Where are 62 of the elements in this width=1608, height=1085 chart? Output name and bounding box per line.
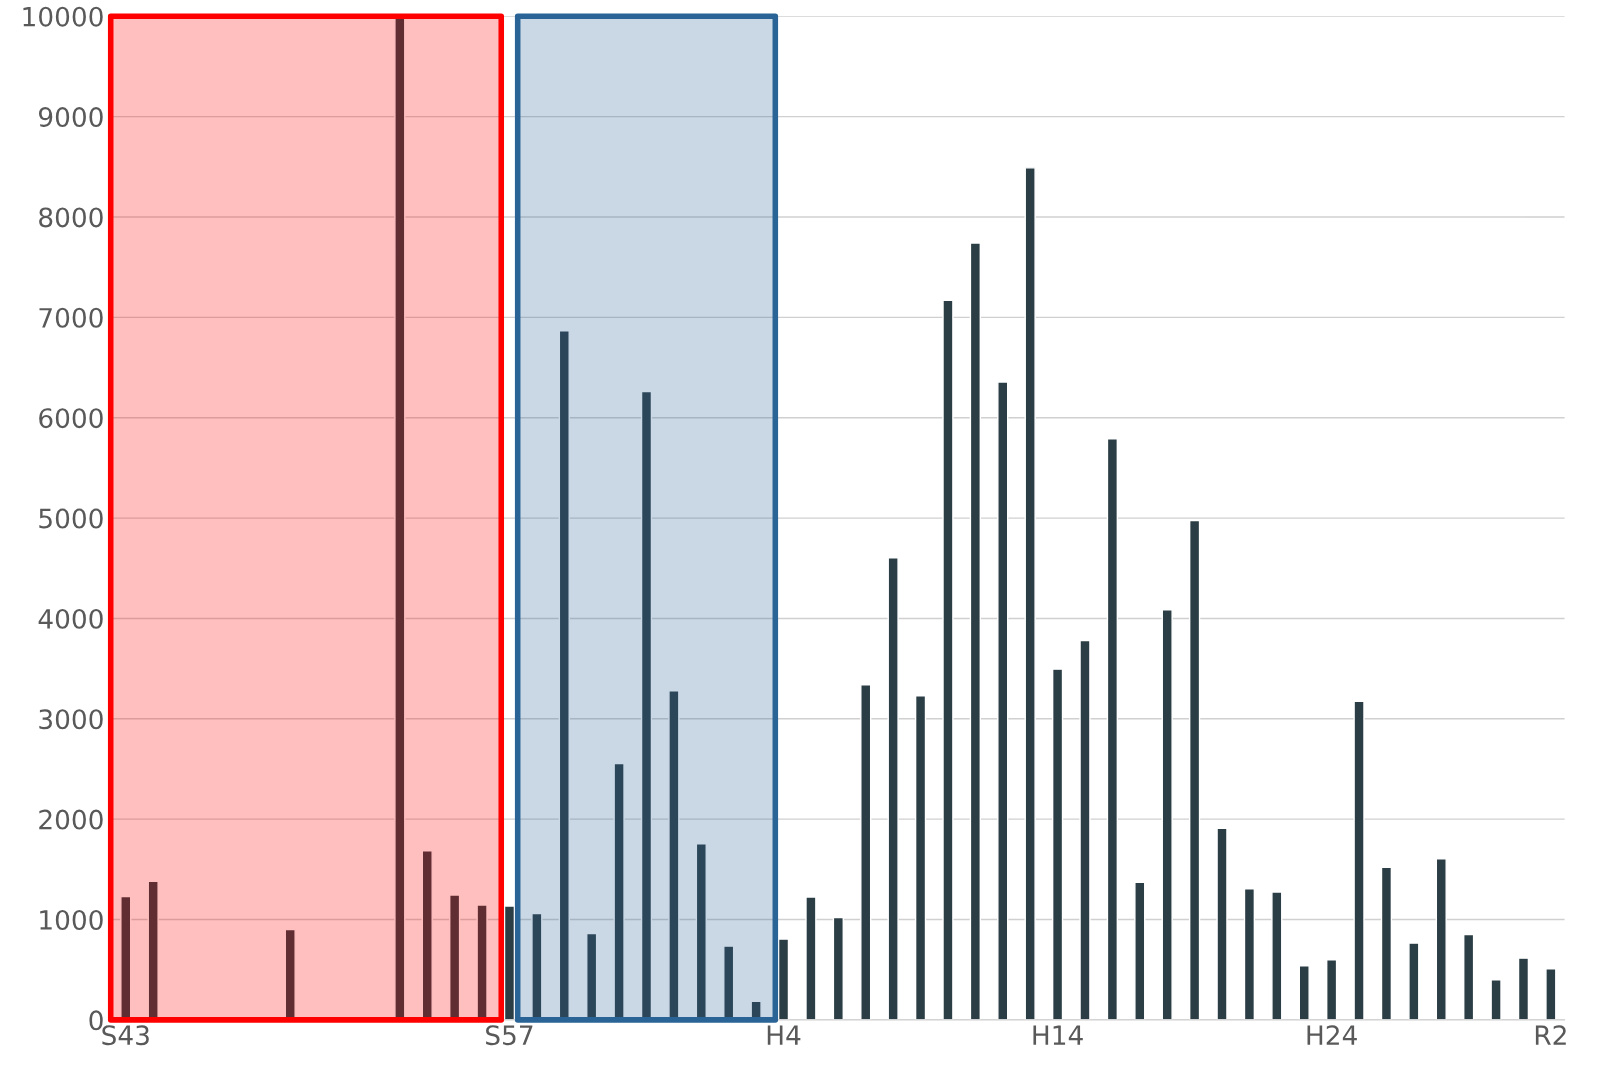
bar (1188, 519, 1201, 1020)
y-tick-label: 10000 (23, 6, 103, 27)
bar (1353, 700, 1365, 1020)
bar (640, 390, 653, 1020)
bar (1517, 957, 1530, 1020)
y-tick-label: 7000 (39, 307, 103, 328)
bar (969, 242, 981, 1020)
bar (777, 938, 790, 1020)
x-tick-label: R2 (1535, 1025, 1566, 1045)
bar (1051, 668, 1064, 1020)
bar (805, 896, 817, 1020)
x-tick-label: S43 (102, 1025, 149, 1046)
bar (531, 912, 543, 1020)
bar (558, 330, 570, 1020)
bar (1380, 866, 1393, 1020)
x-tick-label: H14 (1033, 1025, 1083, 1045)
bar (668, 690, 680, 1020)
bar (476, 904, 488, 1020)
y-tick-label: 9000 (38, 107, 103, 128)
bar (832, 916, 844, 1020)
bar (695, 843, 707, 1020)
bar (586, 932, 598, 1020)
bar (284, 928, 296, 1020)
bar (1216, 827, 1228, 1020)
x-tick-label: S57 (486, 1025, 533, 1046)
x-tick-label: H24 (1307, 1025, 1357, 1045)
y-tick-label: 4000 (38, 608, 103, 629)
bar (1435, 858, 1447, 1020)
bar (942, 299, 954, 1020)
bar (1134, 881, 1146, 1020)
y-tick-label: 0 (89, 1010, 103, 1031)
bar (147, 880, 159, 1020)
bar (723, 945, 735, 1020)
y-tick-label: 1000 (40, 909, 103, 930)
bar (1106, 438, 1119, 1020)
bar (1463, 933, 1475, 1020)
bar (997, 381, 1009, 1020)
bar (887, 557, 899, 1020)
bar (1079, 639, 1091, 1020)
bar (1161, 609, 1173, 1020)
bar (394, 16, 406, 1020)
bar (421, 850, 433, 1020)
bar (914, 695, 927, 1020)
y-tick-label: 6000 (39, 408, 103, 429)
bar (1024, 167, 1036, 1020)
y-tick-label: 8000 (39, 207, 103, 228)
y-tick-label: 3000 (39, 709, 103, 730)
bar (613, 762, 625, 1020)
bar (503, 905, 516, 1020)
x-tick-label: H4 (767, 1025, 801, 1045)
bar (860, 683, 872, 1020)
bar (120, 895, 132, 1020)
y-tick-label: 5000 (39, 508, 103, 529)
bar (1243, 888, 1256, 1020)
bar (1408, 942, 1420, 1020)
bar (1545, 968, 1557, 1020)
bar (1490, 979, 1502, 1020)
bar (1271, 891, 1283, 1020)
bar (1298, 965, 1310, 1020)
bar (1326, 958, 1338, 1020)
bar (449, 894, 461, 1020)
y-tick-label: 2000 (39, 809, 103, 830)
